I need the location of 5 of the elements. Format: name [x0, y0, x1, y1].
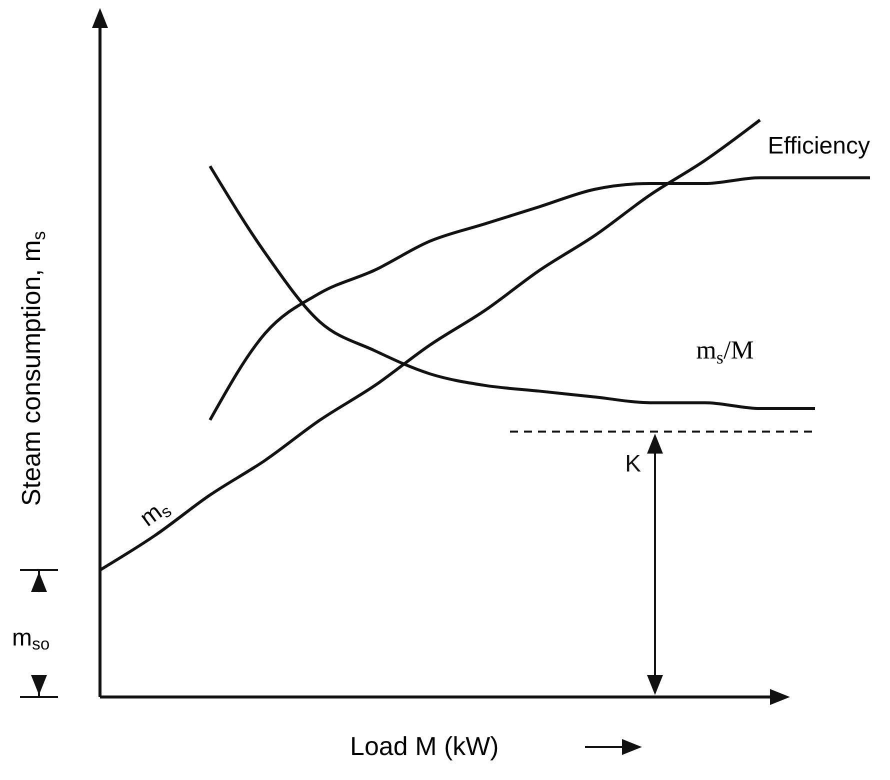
series-label: m$_{s}$/M: [696, 336, 754, 367]
text: m$_{so}$: [12, 624, 50, 654]
x-axis-title: Load M (kW): [350, 731, 499, 761]
legend-label: K: [624, 450, 641, 478]
series-label: Efficiency: [768, 132, 870, 160]
